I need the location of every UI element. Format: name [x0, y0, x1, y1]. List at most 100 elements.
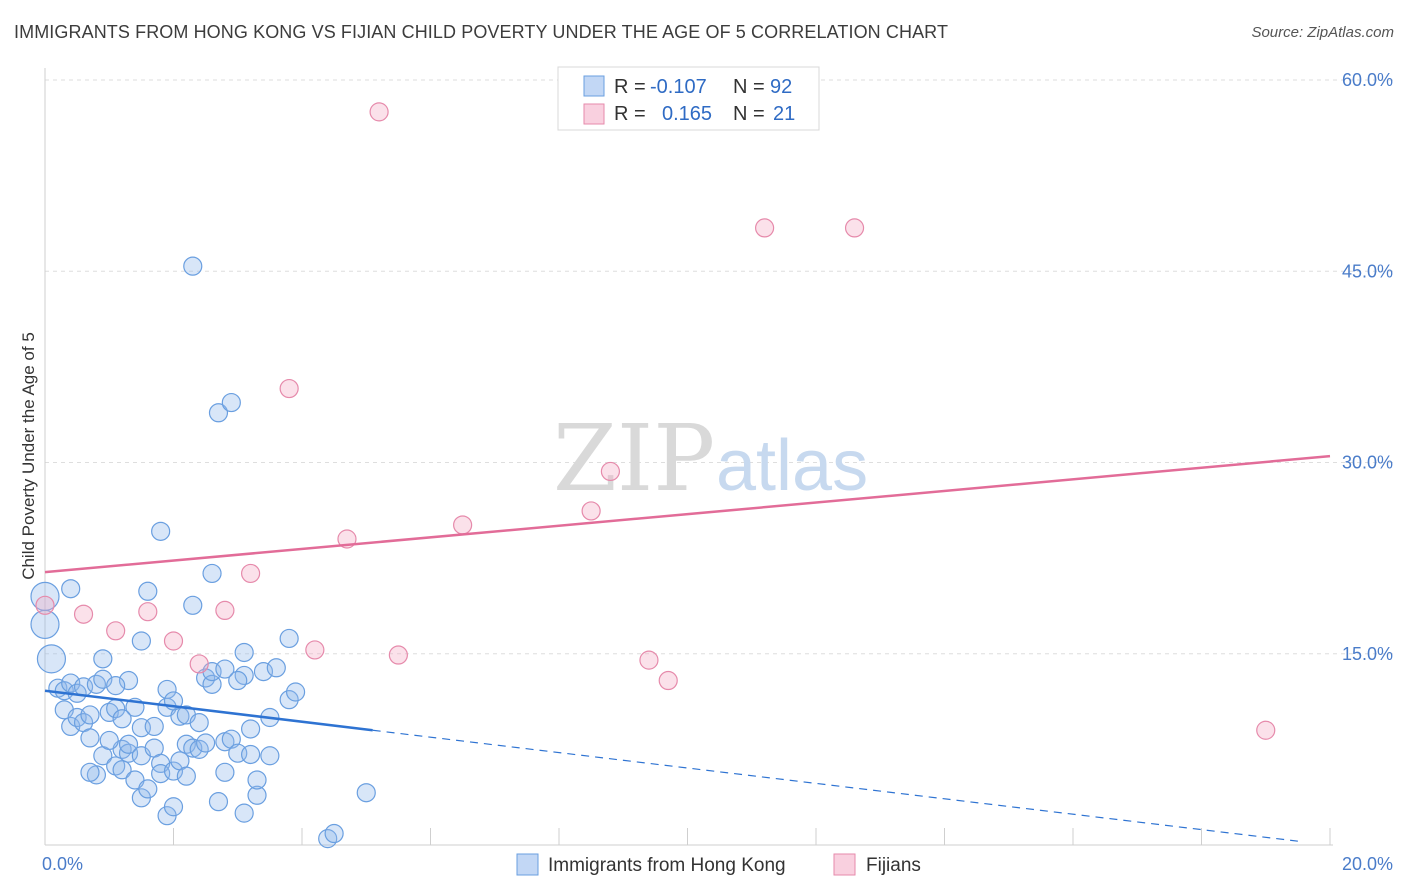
- x-tick-label-0: 0.0%: [42, 854, 83, 874]
- y-tick-label-0: 15.0%: [1342, 644, 1393, 664]
- point-hong-kong-52: [183, 595, 203, 615]
- series-fijians-points: [35, 102, 1276, 740]
- point-hong-kong-61: [208, 403, 229, 423]
- point-hong-kong-37: [144, 716, 164, 737]
- point-hong-kong-75: [253, 661, 274, 682]
- point-hong-kong-40: [151, 521, 171, 541]
- point-fijians-11: [369, 102, 389, 122]
- point-hong-kong-68: [234, 803, 254, 823]
- point-hong-kong-70: [234, 642, 254, 663]
- point-fijians-3: [138, 602, 158, 622]
- point-hong-kong-13: [80, 728, 100, 748]
- legend-r-value-1: -0.107: [650, 76, 707, 98]
- point-hong-kong-81: [285, 682, 306, 702]
- legend-n-label-2: N =: [733, 103, 765, 125]
- point-fijians-4: [163, 631, 184, 651]
- point-hong-kong-78: [266, 658, 286, 678]
- watermark-zip: ZIP: [553, 405, 715, 512]
- point-hong-kong-84: [356, 783, 376, 803]
- point-hong-kong-14: [86, 674, 107, 694]
- point-hong-kong-66: [221, 729, 241, 749]
- point-hong-kong-83: [324, 823, 344, 844]
- point-fijians-9: [305, 640, 325, 660]
- point-hong-kong-79: [279, 690, 299, 710]
- y-axis-tick-labels: 15.0% 30.0% 45.0% 60.0%: [1342, 70, 1393, 664]
- point-hong-kong-82: [318, 829, 338, 849]
- point-hong-kong-54: [183, 256, 203, 276]
- point-hong-kong-87: [112, 709, 132, 729]
- x-axis-ticks: [44, 828, 1331, 845]
- point-hong-kong-65: [215, 659, 235, 679]
- point-hong-kong-43: [157, 679, 177, 700]
- point-hong-kong-77: [260, 746, 280, 766]
- point-hong-kong-28: [118, 670, 139, 691]
- point-hong-kong-60: [208, 792, 229, 812]
- trend-line-hong-kong-extrapolated: [372, 729, 1298, 842]
- point-fijians-20: [1256, 720, 1276, 740]
- point-hong-kong-57: [202, 563, 222, 584]
- point-hong-kong-22: [112, 760, 132, 780]
- point-hong-kong-2: [36, 644, 67, 674]
- point-fijians-18: [754, 218, 775, 238]
- point-hong-kong-74: [247, 770, 267, 790]
- point-fijians-8: [279, 378, 299, 399]
- x-axis-tick-labels: 0.0% 20.0%: [42, 854, 1393, 874]
- correlation-legend: R = -0.107 N = 92 R = 0.165 N = 21: [557, 66, 820, 131]
- point-fijians-0: [35, 595, 55, 615]
- series-legend-label-fijians: Fijians: [866, 855, 921, 876]
- source-label: Source: ZipAtlas.com: [1251, 24, 1394, 41]
- watermark-atlas: atlas: [716, 426, 868, 506]
- point-fijians-6: [215, 600, 235, 621]
- y-tick-label-3: 60.0%: [1342, 70, 1393, 90]
- point-hong-kong-56: [196, 733, 216, 753]
- x-tick-label-1: 20.0%: [1342, 854, 1393, 874]
- series-legend-swatch-pink: [833, 853, 856, 876]
- point-hong-kong-80: [279, 628, 299, 649]
- point-fijians-16: [639, 650, 659, 670]
- point-fijians-13: [453, 515, 473, 535]
- point-hong-kong-90: [228, 670, 248, 691]
- point-hong-kong-6: [61, 673, 81, 693]
- point-fijians-2: [106, 621, 126, 641]
- point-hong-kong-71: [241, 744, 261, 765]
- point-hong-kong-33: [138, 581, 158, 601]
- legend-r-label-1: R =: [614, 76, 646, 98]
- grid-lines: [45, 79, 1393, 655]
- point-hong-kong-64: [221, 392, 241, 413]
- trend-line-fijians: [44, 454, 1331, 574]
- y-tick-label-2: 45.0%: [1342, 261, 1393, 281]
- legend-n-value-2: 21: [773, 103, 795, 125]
- point-fijians-17: [658, 670, 678, 691]
- point-hong-kong-91: [106, 676, 126, 696]
- legend-n-label-1: N =: [733, 76, 765, 98]
- series-legend-label-hong-kong: Immigrants from Hong Kong: [548, 855, 786, 876]
- point-hong-kong-44: [163, 761, 184, 781]
- point-fijians-14: [581, 501, 601, 521]
- point-fijians-7: [241, 563, 261, 584]
- legend-n-value-1: 92: [770, 76, 792, 98]
- legend-r-label-2: R =: [614, 103, 646, 125]
- point-hong-kong-50: [176, 766, 196, 786]
- point-fijians-19: [844, 218, 865, 238]
- chart-title: IMMIGRANTS FROM HONG KONG VS FIJIAN CHIL…: [14, 22, 949, 42]
- point-hong-kong-72: [241, 719, 261, 739]
- trend-line-hong-kong: [44, 689, 373, 732]
- point-fijians-5: [189, 654, 209, 674]
- point-hong-kong-51: [183, 738, 203, 758]
- point-hong-kong-15: [80, 705, 100, 725]
- point-hong-kong-89: [189, 712, 209, 733]
- point-hong-kong-85: [80, 762, 100, 782]
- point-hong-kong-26: [118, 734, 139, 754]
- series-hong-kong-points: [30, 256, 376, 849]
- point-fijians-12: [388, 645, 408, 665]
- point-hong-kong-32: [131, 631, 151, 651]
- point-hong-kong-45: [163, 797, 184, 817]
- trend-lines: [44, 454, 1331, 842]
- legend-r-value-2: 0.165: [662, 103, 712, 125]
- point-fijians-1: [73, 604, 94, 624]
- point-hong-kong-73: [247, 785, 267, 805]
- point-fijians-15: [600, 461, 621, 482]
- point-hong-kong-3: [61, 579, 81, 599]
- point-hong-kong-69: [234, 665, 254, 686]
